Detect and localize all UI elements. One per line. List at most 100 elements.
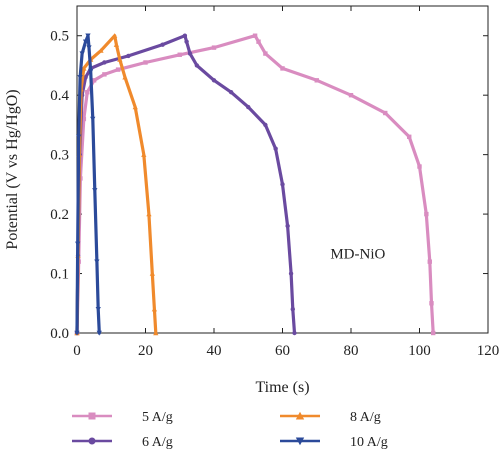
data-point xyxy=(98,47,104,53)
data-point xyxy=(112,33,118,38)
data-point xyxy=(149,270,155,276)
data-point xyxy=(280,66,285,71)
x-tick-label: 100 xyxy=(408,343,431,359)
data-point xyxy=(256,39,261,44)
data-point xyxy=(211,45,217,50)
data-point xyxy=(85,33,91,39)
series-6-a-g xyxy=(74,33,297,336)
x-tick-label: 0 xyxy=(73,343,81,359)
data-point xyxy=(95,307,101,312)
y-tick-label: 0.5 xyxy=(50,29,69,45)
data-point xyxy=(92,188,98,193)
legend-item: 6 A/g xyxy=(72,435,173,450)
data-point xyxy=(90,116,96,122)
data-point xyxy=(431,330,436,336)
legend: 5 A/g 6 A/g 8 A/g 10 A/g xyxy=(72,410,388,450)
x-tick-label: 20 xyxy=(138,343,153,359)
series-line xyxy=(75,34,297,335)
data-point xyxy=(126,53,131,59)
data-point xyxy=(141,151,147,157)
series-5-a-g xyxy=(74,33,436,336)
data-point xyxy=(91,78,97,83)
series-10-a-g xyxy=(74,33,102,336)
data-point xyxy=(263,51,268,56)
data-point xyxy=(79,51,85,57)
data-point xyxy=(88,69,94,75)
data-point xyxy=(194,63,200,68)
data-point xyxy=(314,78,319,83)
plot-area xyxy=(76,5,489,334)
data-point xyxy=(102,72,107,77)
data-point xyxy=(81,116,87,122)
data-point xyxy=(117,56,123,62)
y-tick-label: 0.0 xyxy=(50,326,69,342)
legend-item: 10 A/g xyxy=(280,435,388,450)
legend-label: 8 A/g xyxy=(350,410,381,425)
data-point xyxy=(424,211,429,217)
data-point xyxy=(86,45,92,51)
data-point xyxy=(228,90,234,95)
data-point xyxy=(153,330,159,336)
series-layer xyxy=(74,33,436,336)
data-point xyxy=(122,74,128,80)
legend-marker xyxy=(295,411,305,420)
data-point xyxy=(429,301,434,306)
data-point xyxy=(263,122,268,128)
data-point xyxy=(288,271,294,276)
x-tick-label: 40 xyxy=(207,343,222,359)
data-point xyxy=(177,52,182,57)
data-point xyxy=(151,306,158,312)
data-point xyxy=(75,241,81,247)
sample-annotation: MD-NiO xyxy=(330,247,385,263)
axis-ticks: 0 20 40 60 80 100 120 0.0 0.1 0.2 0.3 0.4 0.5 xyxy=(50,6,499,359)
data-point xyxy=(252,33,258,38)
data-point xyxy=(82,39,89,45)
data-point xyxy=(94,259,100,265)
y-tick-label: 0.2 xyxy=(50,207,69,223)
data-point xyxy=(160,42,165,47)
legend-item: 5 A/g xyxy=(72,410,173,425)
data-point xyxy=(182,33,188,38)
data-point xyxy=(290,307,295,312)
series-line xyxy=(75,34,435,335)
data-point xyxy=(348,92,354,98)
plot-frame xyxy=(76,5,489,334)
data-point xyxy=(211,78,217,83)
data-point xyxy=(187,51,193,56)
data-point xyxy=(102,60,107,65)
data-point xyxy=(417,164,422,169)
legend-item: 8 A/g xyxy=(280,410,381,425)
data-point xyxy=(76,134,82,140)
data-point xyxy=(292,330,297,336)
legend-label: 10 A/g xyxy=(350,435,388,450)
y-tick-label: 0.3 xyxy=(50,148,69,164)
legend-marker xyxy=(88,412,96,420)
x-tick-label: 80 xyxy=(344,343,359,359)
series-line xyxy=(75,34,101,335)
x-tick-label: 60 xyxy=(275,343,290,359)
data-point xyxy=(77,75,83,80)
data-point xyxy=(146,211,152,217)
y-tick-label: 0.4 xyxy=(50,88,69,104)
data-point xyxy=(280,182,285,187)
data-point xyxy=(132,104,138,110)
data-point xyxy=(273,146,278,151)
x-tick-label: 120 xyxy=(477,343,500,359)
data-point xyxy=(85,90,90,95)
data-point xyxy=(96,330,102,336)
x-axis-label: Time (s) xyxy=(255,379,309,396)
y-tick-label: 0.1 xyxy=(50,267,69,283)
legend-label: 5 A/g xyxy=(142,410,173,425)
series-line xyxy=(75,34,158,335)
data-point xyxy=(83,75,88,80)
legend-marker xyxy=(295,437,305,446)
data-point xyxy=(427,259,432,264)
data-point xyxy=(285,223,290,229)
legend-label: 6 A/g xyxy=(142,435,173,450)
data-point xyxy=(115,67,121,72)
data-point xyxy=(81,65,87,71)
data-point xyxy=(113,42,120,47)
data-point xyxy=(143,60,148,65)
data-point xyxy=(383,110,388,116)
